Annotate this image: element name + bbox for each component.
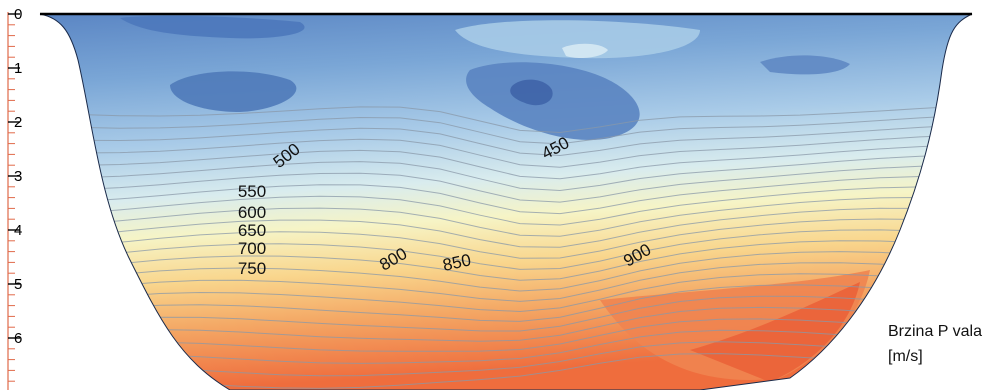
- contour-line: [79, 105, 961, 134]
- legend-title: Brzina P vala: [888, 323, 982, 340]
- contour-line: [79, 273, 961, 313]
- contour-label-550: 550: [238, 182, 266, 201]
- depth-axis: 0 1 2 3 4 5 6: [7, 6, 22, 390]
- contour-line: [79, 144, 961, 180]
- depth-tick-label-2: 2: [14, 114, 22, 131]
- contour-line: [80, 353, 961, 389]
- high-velocity-lens-1: [455, 20, 700, 59]
- contour-line: [79, 196, 961, 237]
- contour-line: [79, 262, 961, 302]
- legend-unit: [m/s]: [888, 348, 923, 365]
- contour-line: [79, 175, 961, 215]
- contour-line: [79, 251, 961, 292]
- contour-line: [79, 295, 961, 332]
- contour-line: [79, 329, 961, 364]
- high-velocity-lens-core: [562, 43, 608, 58]
- contour-line: [79, 124, 961, 157]
- low-velocity-zone-2: [170, 71, 297, 112]
- contour-line: [79, 186, 961, 226]
- contour-line: [79, 240, 961, 281]
- contour-line: [79, 341, 961, 377]
- depth-tick-label-1: 1: [14, 60, 22, 77]
- contour-line: [79, 306, 961, 342]
- high-velocity-zone-core: [690, 282, 860, 382]
- low-velocity-zone-1: [120, 15, 305, 39]
- contour-label-650: 650: [238, 221, 266, 240]
- contour-label-700: 700: [238, 239, 266, 258]
- legend: Brzina P vala [m/s]: [888, 323, 982, 365]
- section-outline: [39, 13, 973, 390]
- depth-tick-label-0: 0: [14, 6, 22, 23]
- depth-tick-label-6: 6: [14, 330, 22, 347]
- contour-line: [79, 154, 961, 192]
- low-velocity-core: [510, 79, 553, 106]
- low-velocity-zone-4: [760, 55, 850, 75]
- contour-line: [79, 218, 961, 259]
- low-velocity-zone-3: [466, 62, 640, 140]
- contour-line: [79, 229, 961, 270]
- depth-tick-label-3: 3: [14, 168, 22, 185]
- velocity-field: [39, 13, 973, 390]
- depth-tick-label-5: 5: [14, 276, 22, 293]
- depth-tick-label-4: 4: [14, 222, 22, 239]
- contour-line: [79, 165, 961, 203]
- contour-lines: [79, 105, 961, 389]
- contour-label-600: 600: [238, 203, 266, 222]
- contour-line: [79, 284, 961, 322]
- contour-label-750: 750: [238, 259, 266, 278]
- velocity-anomalies: [120, 15, 870, 382]
- contour-line: [79, 207, 961, 248]
- contour-line: [79, 115, 961, 145]
- contour-line: [79, 134, 961, 168]
- contour-line: [79, 318, 961, 352]
